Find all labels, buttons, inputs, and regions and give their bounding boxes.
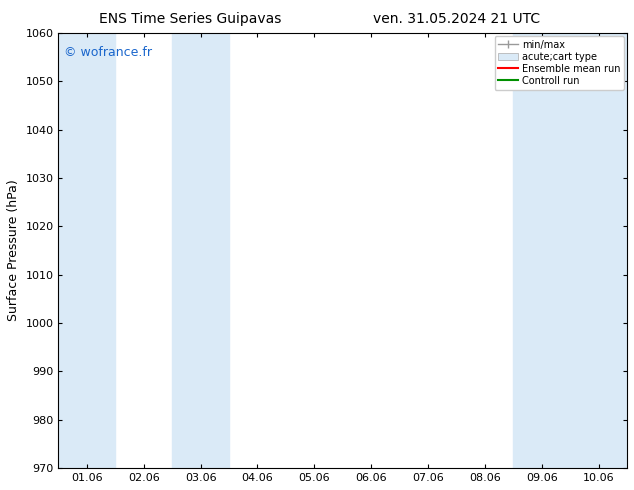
Bar — [58, 33, 115, 468]
Y-axis label: Surface Pressure (hPa): Surface Pressure (hPa) — [7, 180, 20, 321]
Legend: min/max, acute;cart type, Ensemble mean run, Controll run: min/max, acute;cart type, Ensemble mean … — [495, 36, 624, 90]
Bar — [514, 33, 570, 468]
Bar — [172, 33, 229, 468]
Text: ven. 31.05.2024 21 UTC: ven. 31.05.2024 21 UTC — [373, 12, 540, 26]
Bar — [570, 33, 627, 468]
Text: © wofrance.fr: © wofrance.fr — [64, 46, 152, 59]
Text: ENS Time Series Guipavas: ENS Time Series Guipavas — [99, 12, 281, 26]
